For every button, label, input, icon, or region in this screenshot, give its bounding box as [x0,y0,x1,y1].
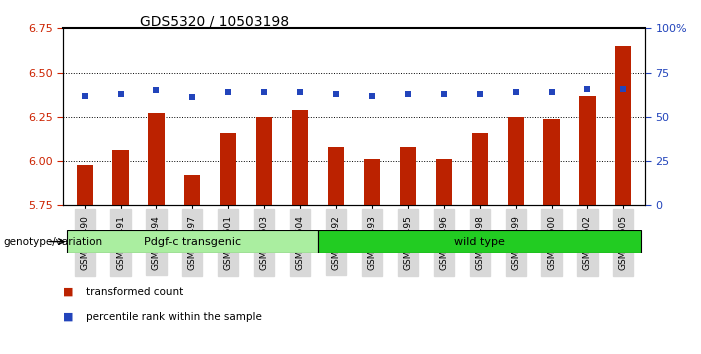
Bar [292,110,308,205]
Point [474,91,485,97]
Point [294,89,306,95]
Point [402,91,414,97]
Point [510,89,522,95]
Point [618,86,629,91]
Bar [436,159,452,205]
Bar [364,159,380,205]
Point [223,89,234,95]
Text: genotype/variation: genotype/variation [4,237,102,247]
Text: Pdgf-c transgenic: Pdgf-c transgenic [144,236,241,247]
Point [546,89,557,95]
Text: ■: ■ [63,287,74,297]
Text: wild type: wild type [454,236,505,247]
Text: percentile rank within the sample: percentile rank within the sample [86,312,261,322]
Text: GDS5320 / 10503198: GDS5320 / 10503198 [140,14,290,28]
Point [151,87,162,93]
Point [79,93,90,98]
Bar [400,147,416,205]
Bar [67,230,318,253]
Point [259,89,270,95]
Point [582,86,593,91]
Point [115,91,126,97]
Point [367,93,378,98]
Bar [328,147,344,205]
Point [186,95,198,100]
Bar [615,46,632,205]
Bar [318,230,641,253]
Bar [508,117,524,205]
Point [438,91,449,97]
Bar [543,119,559,205]
Bar [184,175,200,205]
Bar [472,133,488,205]
Bar [76,165,93,205]
Text: transformed count: transformed count [86,287,183,297]
Bar [149,113,165,205]
Text: ■: ■ [63,312,74,322]
Bar [579,96,596,205]
Bar [256,117,272,205]
Bar [112,150,129,205]
Point [330,91,341,97]
Bar [220,133,236,205]
